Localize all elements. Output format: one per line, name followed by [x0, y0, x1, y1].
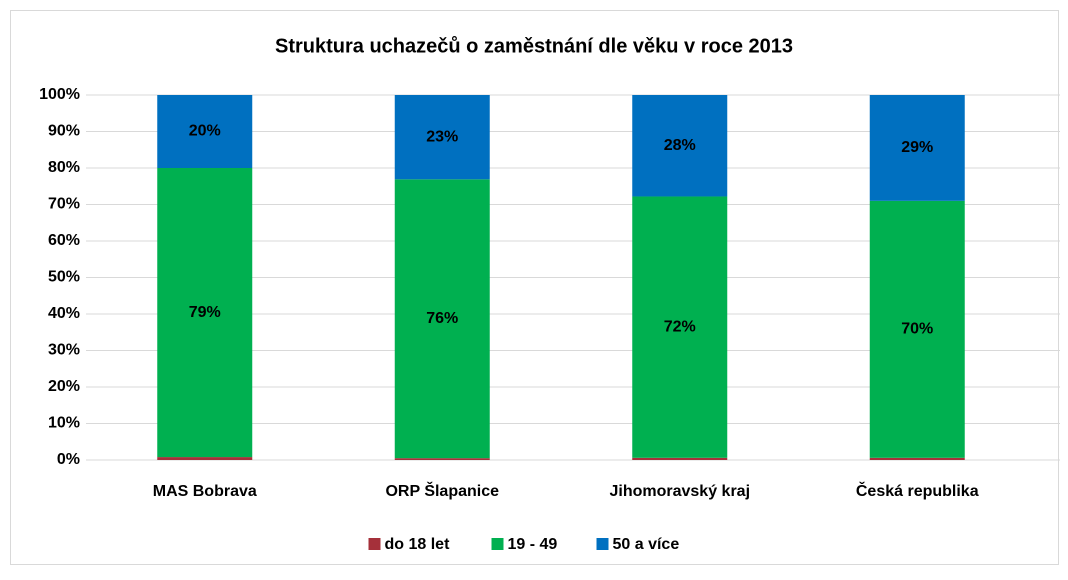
x-tick-label: Jihomoravský kraj	[609, 483, 750, 500]
bar-segment	[632, 457, 728, 460]
legend-label: do 18 let	[385, 536, 451, 553]
y-tick-label: 50%	[48, 269, 80, 286]
data-label: 28%	[664, 137, 696, 154]
bar-segment	[869, 457, 965, 460]
y-tick-label: 20%	[48, 378, 80, 395]
bar-segment	[394, 458, 490, 460]
chart-title: Struktura uchazečů o zaměstnání dle věku…	[275, 35, 793, 57]
legend-swatch	[596, 538, 609, 550]
y-tick-label: 10%	[48, 415, 80, 432]
bar-segment	[632, 95, 728, 197]
x-tick-label: MAS Bobrava	[153, 483, 257, 500]
data-label: 70%	[901, 321, 933, 338]
y-tick-label: 70%	[48, 196, 80, 213]
legend-swatch	[368, 538, 381, 550]
bar-segment	[157, 168, 253, 458]
bar-segment	[869, 95, 965, 201]
legend-swatch	[491, 538, 504, 550]
y-tick-label: 30%	[48, 342, 80, 359]
bar-segment	[157, 457, 253, 460]
data-label: 76%	[426, 310, 458, 327]
data-label: 20%	[189, 123, 221, 140]
bar-segment	[394, 95, 490, 180]
y-tick-label: 60%	[48, 232, 80, 249]
x-tick-label: Česká republika	[856, 481, 979, 500]
data-label: 23%	[426, 128, 458, 145]
x-tick-label: ORP Šlapanice	[385, 481, 499, 500]
bar-segment	[632, 196, 728, 458]
y-tick-label: 100%	[39, 86, 80, 103]
legend-label: 19 - 49	[508, 536, 558, 553]
y-tick-label: 40%	[48, 305, 80, 322]
y-tick-label: 90%	[48, 123, 80, 140]
bar-segment	[394, 179, 490, 459]
data-label: 72%	[664, 318, 696, 335]
y-tick-label: 80%	[48, 159, 80, 176]
legend-label: 50 a více	[613, 536, 680, 553]
bar-segment	[869, 200, 965, 458]
bar-segment	[157, 95, 253, 168]
data-label: 29%	[901, 139, 933, 156]
data-label: 79%	[189, 304, 221, 321]
y-tick-label: 0%	[57, 451, 80, 468]
